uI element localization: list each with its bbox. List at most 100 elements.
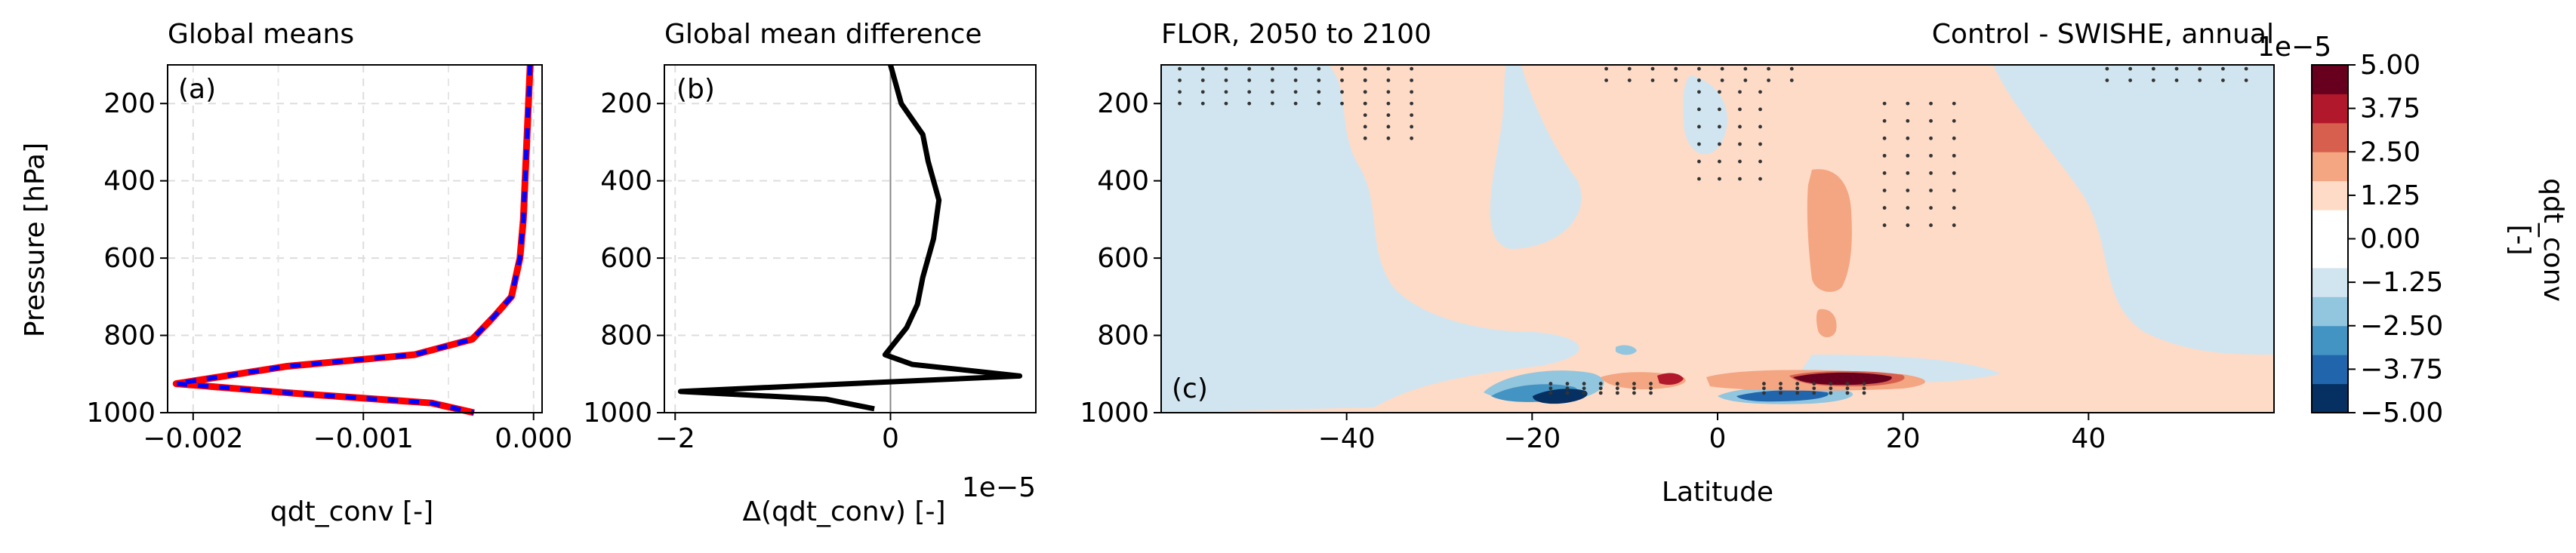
stipple-dot [1812, 391, 1816, 395]
stipple-dot [1363, 136, 1367, 140]
stipple-dot [1632, 382, 1636, 386]
panel-b-label: (b) [676, 74, 715, 105]
stipple-dot [1340, 101, 1344, 106]
colorbar-swatch [2312, 238, 2348, 269]
colorbar-tick-label: −5.00 [2360, 398, 2443, 429]
stipple-dot [1317, 78, 1321, 82]
stipple-dot [1410, 78, 1414, 82]
stipple-dot [2151, 78, 2155, 82]
stipple-dot [1178, 90, 1182, 94]
stipple-dot [1363, 90, 1367, 94]
colorbar-tick-label: 3.75 [2360, 94, 2420, 124]
panel-a-xtick-label: −0.001 [313, 423, 414, 454]
stipple-dot [1952, 153, 1956, 158]
stipple-dot [1952, 118, 1956, 123]
panel-c-xlabel: Latitude [1662, 477, 1773, 508]
panel-c-ytick-label: 1000 [1080, 398, 1149, 429]
stipple-dot [1410, 136, 1414, 140]
stipple-dot [2221, 66, 2225, 71]
colorbar-label-line-1: qdt_conv [2537, 178, 2568, 302]
stipple-dot [1697, 159, 1701, 164]
panel-c-xtick-label: 40 [2071, 423, 2106, 454]
stipple-dot [1604, 66, 1609, 71]
stipple-dot [1271, 78, 1274, 82]
stipple-dot [1293, 78, 1298, 82]
stipple-dot [1649, 386, 1653, 391]
stipple-dot [1386, 113, 1391, 117]
stipple-dot [1582, 391, 1586, 395]
panel-a-ytick-label: 600 [103, 243, 156, 274]
stipple-dot [1718, 124, 1721, 129]
stipple-dot [1697, 78, 1701, 82]
stipple-dot [1386, 124, 1391, 129]
panel-b-grid [664, 65, 1036, 413]
stipple-dot [1697, 90, 1701, 94]
stipple-dot [1738, 107, 1742, 112]
colorbar-tick-label: 1.25 [2360, 180, 2420, 211]
stipple-dot [1224, 101, 1228, 106]
stipple-dot [1738, 177, 1742, 181]
stipple-dot [1812, 386, 1816, 391]
stipple-dot [2198, 78, 2202, 82]
stipple-dot [1340, 78, 1344, 82]
field-upper-negative-2 [1683, 75, 1727, 155]
stipple-dot [1649, 382, 1653, 386]
stipple-dot [1862, 382, 1866, 386]
panel-b: Global mean difference Δ(qdt_conv) [-] 1… [583, 19, 1037, 527]
stipple-dot [2174, 66, 2179, 71]
colorbar-label-line-2: [-] [2504, 224, 2535, 255]
panel-a-grid [168, 65, 542, 413]
stipple-dot [1548, 382, 1553, 386]
stipple-dot [2128, 78, 2133, 82]
field-south-negative [1161, 65, 1579, 413]
stipple-dot [1386, 90, 1391, 94]
stipple-dot [1363, 101, 1367, 106]
stipple-dot [1952, 189, 1956, 192]
stipple-dot [1795, 386, 1800, 391]
stipple-dot [1845, 386, 1850, 391]
field-upper-negative [1490, 65, 1582, 249]
panel-c-title-right: Control - SWISHE, annual [1932, 19, 2274, 50]
stipple-dot [1340, 66, 1344, 71]
stipple-dot [1718, 107, 1721, 112]
stipple-dot [1271, 90, 1274, 94]
stipple-dot [1200, 90, 1205, 94]
panel-b-xtick-label: 0 [882, 423, 899, 454]
swishe-profile-line [174, 64, 533, 415]
stipple-dot [1906, 171, 1910, 175]
field-north-min [1736, 390, 1829, 402]
panel-c: FLOR, 2050 to 2100 Control - SWISHE, ann… [1080, 19, 2275, 508]
stipple-dot [1650, 78, 1655, 82]
stipple-dot [1929, 136, 1933, 140]
stipple-dot [2198, 66, 2202, 71]
stipple-dot [1178, 66, 1182, 71]
stipple-dot [1718, 177, 1721, 181]
panel-c-xtick-label: −20 [1503, 423, 1561, 454]
stipple-dot [1762, 382, 1766, 386]
stipple-dot [1882, 118, 1887, 123]
stipple-dot [1738, 124, 1742, 129]
panel-a-ytick-label: 1000 [86, 398, 156, 429]
colorbar-swatch [2312, 383, 2348, 413]
stipple-dot [2221, 78, 2225, 82]
stipple-dot [2105, 66, 2109, 71]
stipple-dot [1410, 113, 1414, 117]
stipple-dot [1779, 391, 1783, 395]
stipple-dot [1386, 78, 1391, 82]
stipple-dot [1386, 66, 1391, 71]
stipple-dot [1363, 124, 1367, 129]
stipple-dot [1200, 66, 1205, 71]
panel-a: Global means Pressure [hPa] qdt_conv [-]… [20, 19, 572, 527]
stipple-dot [1317, 101, 1321, 106]
panel-a-ytick-label: 400 [103, 166, 156, 197]
colorbar-swatch [2312, 65, 2348, 94]
colorbar-tick-label: 2.50 [2360, 137, 2420, 167]
stipple-dot [1604, 78, 1609, 82]
stipple-dot [1952, 223, 1956, 227]
panel-b-ytick-label: 200 [600, 88, 652, 119]
stipple-dot [1247, 90, 1252, 94]
stipple-dot [1271, 101, 1274, 106]
stipple-dot [1767, 78, 1770, 82]
stipple-dot [1649, 391, 1653, 395]
